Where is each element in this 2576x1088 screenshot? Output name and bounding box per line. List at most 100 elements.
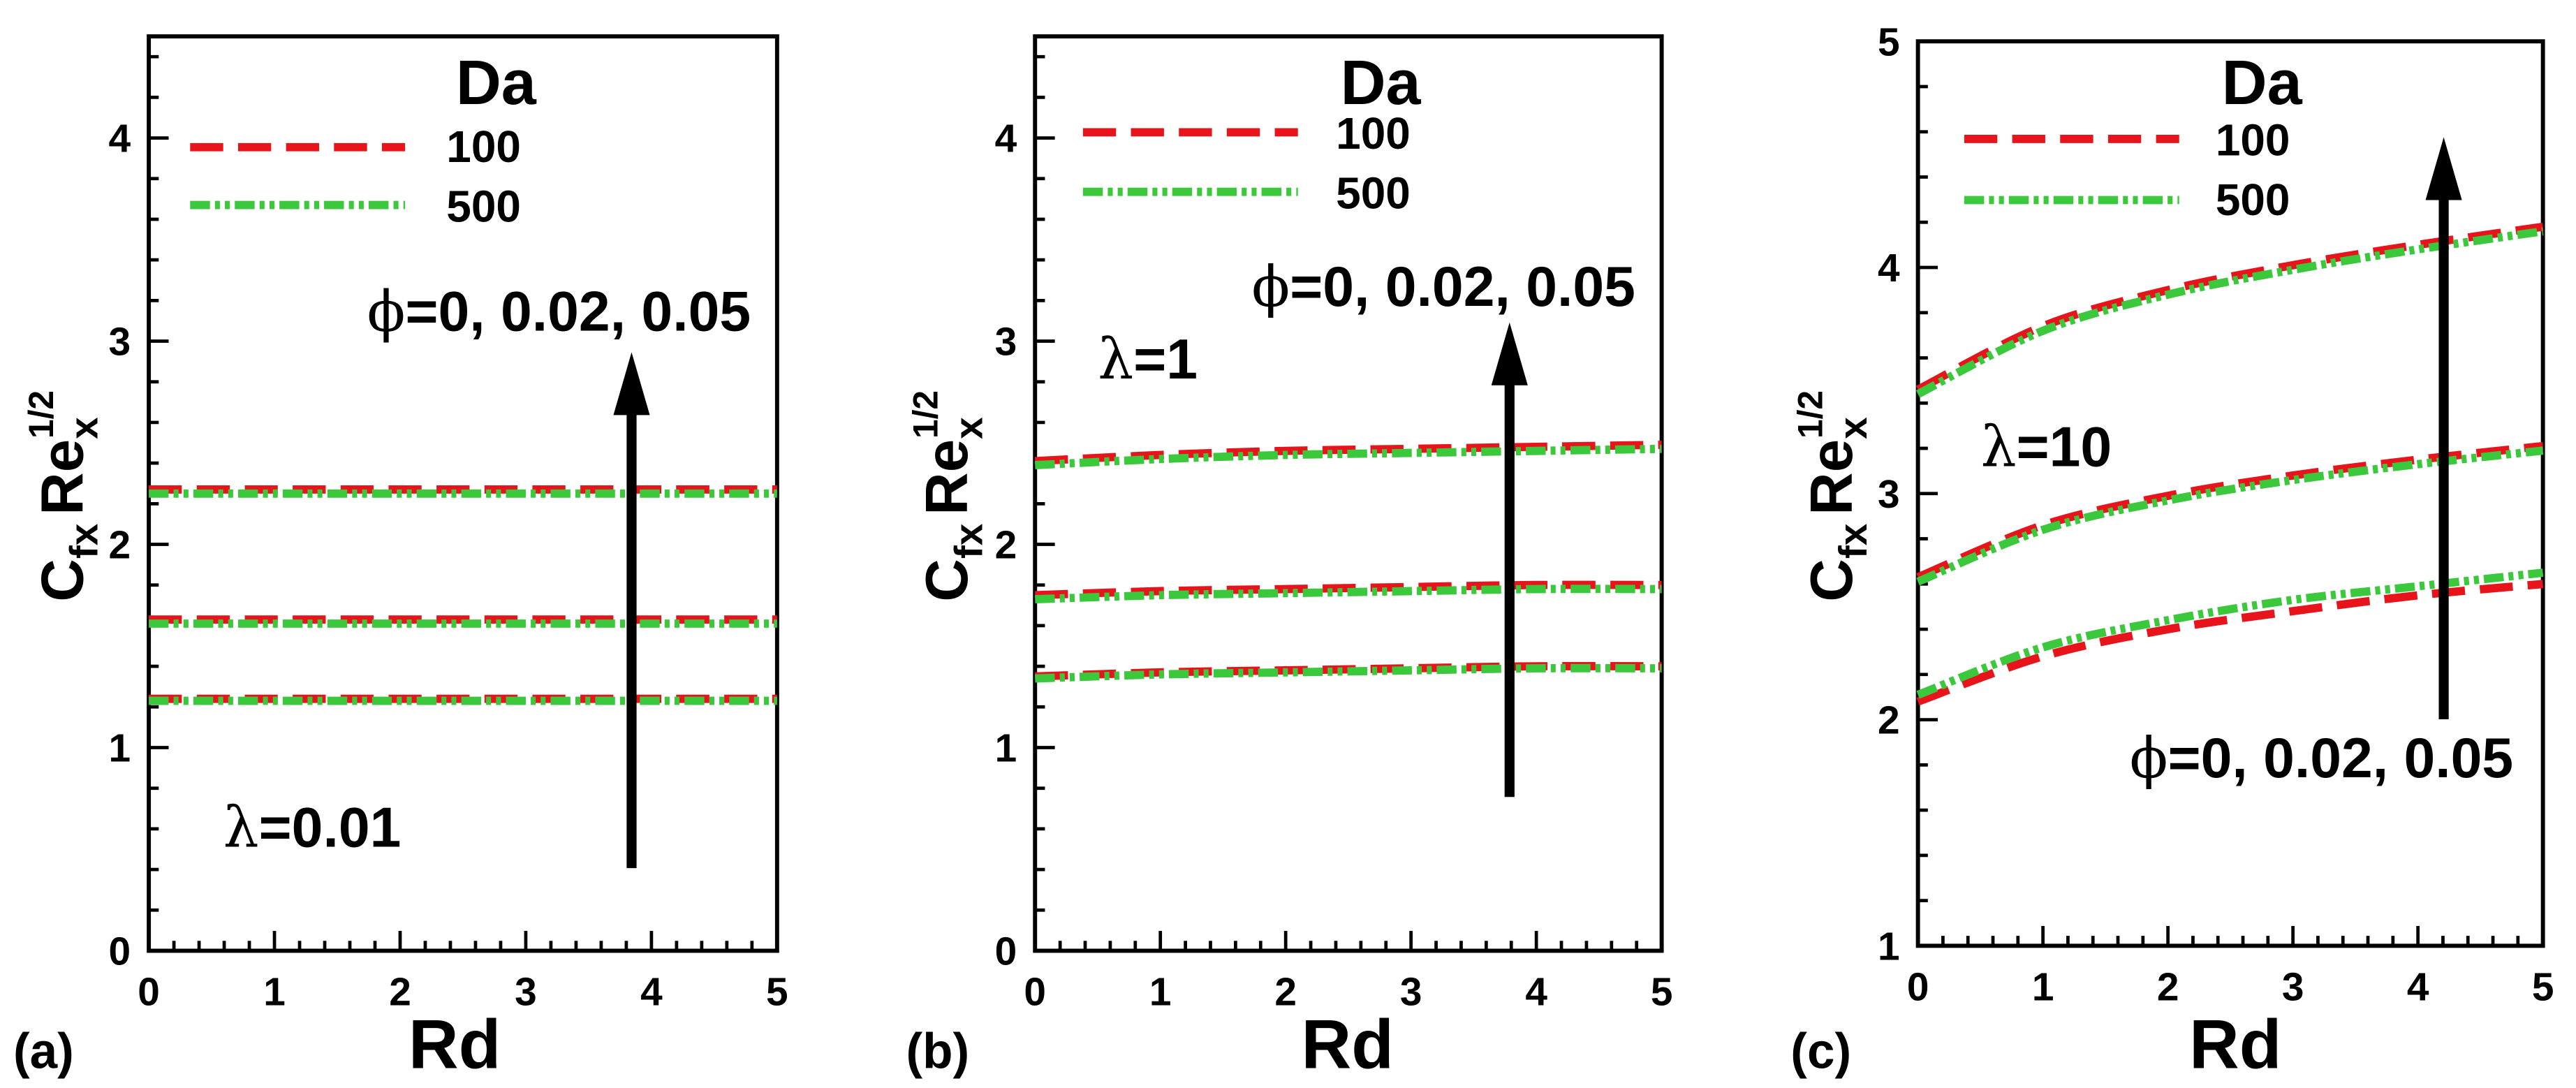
y-tick-label: 1 <box>1878 925 1900 969</box>
phi-symbol: ϕ <box>2130 725 2168 791</box>
panel-label: (c) <box>1790 1024 1851 1080</box>
legend-label-100: 100 <box>2216 115 2290 166</box>
y-label-c-sub: fx <box>1832 523 1876 559</box>
phi-symbol: ϕ <box>367 279 406 344</box>
phi-values: =0, 0.02, 0.05 <box>1290 256 1635 318</box>
y-tick-label: 1 <box>995 727 1017 771</box>
phi-arrow <box>1491 322 1528 797</box>
y-axis-label: Cfx Rex1/2 <box>22 390 107 602</box>
x-tick-label: 0 <box>1024 971 1046 1015</box>
lambda-annotation: λ=1 <box>1098 326 1198 392</box>
legend-title: Da <box>2222 48 2303 118</box>
legend-title: Da <box>1341 48 1422 118</box>
x-tick-label: 3 <box>515 971 537 1015</box>
legend-label-500: 500 <box>2216 175 2290 225</box>
x-tick-label: 1 <box>2032 966 2054 1010</box>
line-da500-phi0.02 <box>1916 446 2544 586</box>
phi-annotation: ϕ=0, 0.02, 0.05 <box>1251 253 1635 319</box>
y-label-c: C <box>1799 559 1865 602</box>
axes-frame <box>1033 34 1664 953</box>
lambda-value: =1 <box>1133 328 1198 391</box>
line-da100-phi0.02 <box>1916 441 2544 582</box>
y-label-re-sub: x <box>1832 417 1876 439</box>
x-tick-label: 2 <box>1274 971 1297 1015</box>
y-tick-label: 2 <box>108 524 131 568</box>
legend-label-500: 500 <box>1336 168 1411 218</box>
x-minor-ticks <box>1058 941 1639 951</box>
x-tick-label: 2 <box>389 971 411 1015</box>
y-label-re-sup: 1/2 <box>906 390 945 439</box>
y-tick-label: 2 <box>1878 699 1900 743</box>
y-label-c: C <box>914 559 980 602</box>
y-label-re: Re <box>914 439 980 515</box>
plot-area-b: 0 1 2 3 4 5 0 1 2 3 4 <box>995 34 1673 1015</box>
x-tick-label: 4 <box>640 971 663 1015</box>
y-minor-ticks <box>1035 54 1045 912</box>
x-axis-label: Rd <box>409 1006 501 1084</box>
line-da500-phi0.05 <box>1034 444 1662 469</box>
y-tick-label: 0 <box>108 930 131 974</box>
arrow-head <box>2425 137 2462 200</box>
y-label-re-sup: 1/2 <box>1790 390 1830 439</box>
line-da500-phi0.05 <box>1915 227 2544 398</box>
y-label-re-sup: 1/2 <box>22 390 61 439</box>
plot-area-a: 0 1 2 3 4 5 0 1 2 3 4 <box>108 34 788 1015</box>
line-da500-phi0.02 <box>1035 585 1662 604</box>
y-axis-label: Cfx Rex1/2 <box>1790 390 1876 602</box>
y-label-re: Re <box>29 439 96 515</box>
y-tick-label: 1 <box>108 727 131 771</box>
x-tick-label: 4 <box>1525 971 1547 1015</box>
y-tick-label: 3 <box>995 321 1017 365</box>
lambda-annotation: λ=0.01 <box>223 794 402 860</box>
x-tick-label: 0 <box>138 971 160 1015</box>
y-label-c-sub: fx <box>947 523 991 559</box>
lambda-symbol: λ <box>223 794 259 860</box>
x-tick-label: 1 <box>1149 971 1172 1015</box>
x-tick-label: 5 <box>1651 971 1673 1015</box>
x-minor-ticks <box>1941 936 2520 946</box>
legend-label-500: 500 <box>446 181 521 231</box>
x-tick-label: 3 <box>1400 971 1422 1015</box>
y-tick-label: 3 <box>1878 473 1900 517</box>
lambda-symbol: λ <box>1981 414 2017 480</box>
arrow-head <box>1491 322 1528 385</box>
arrow-head <box>613 352 650 416</box>
y-tick-label: 4 <box>108 117 131 161</box>
legend-label-100: 100 <box>1336 108 1411 159</box>
line-da500-phi0 <box>1035 663 1662 683</box>
phi-arrow <box>2425 137 2462 719</box>
lambda-value: =10 <box>2017 416 2112 479</box>
legend-label-100: 100 <box>446 122 521 172</box>
y-label-re-sub: x <box>63 417 107 439</box>
phi-values: =0, 0.02, 0.05 <box>2168 727 2514 790</box>
phi-annotation: ϕ=0, 0.02, 0.05 <box>2130 725 2513 791</box>
x-tick-label: 5 <box>766 971 788 1015</box>
y-tick-label: 4 <box>1878 247 1900 291</box>
legend-title: Da <box>456 48 537 118</box>
phi-values: =0, 0.02, 0.05 <box>406 281 751 344</box>
y-label-re-sub: x <box>947 417 991 439</box>
y-tick-label: 5 <box>1878 20 1900 64</box>
phi-annotation: ϕ=0, 0.02, 0.05 <box>367 279 751 344</box>
x-tick-label: 5 <box>2532 966 2554 1010</box>
phi-symbol: ϕ <box>1251 253 1290 319</box>
y-label-re: Re <box>1799 439 1865 515</box>
x-tick-label: 4 <box>2407 966 2429 1010</box>
y-label-c: C <box>29 559 96 602</box>
panel-label: (b) <box>906 1024 970 1080</box>
lambda-value: =0.01 <box>259 796 402 859</box>
phi-arrow <box>613 352 650 869</box>
x-axis-label: Rd <box>2189 1006 2282 1084</box>
line-da100-phi0 <box>1916 580 2544 706</box>
x-axis-label: Rd <box>1301 1006 1394 1084</box>
y-axis-label: Cfx Rex1/2 <box>906 390 992 602</box>
x-tick-label: 0 <box>1907 966 1929 1010</box>
y-tick-label: 3 <box>108 321 131 365</box>
lambda-symbol: λ <box>1098 326 1133 392</box>
